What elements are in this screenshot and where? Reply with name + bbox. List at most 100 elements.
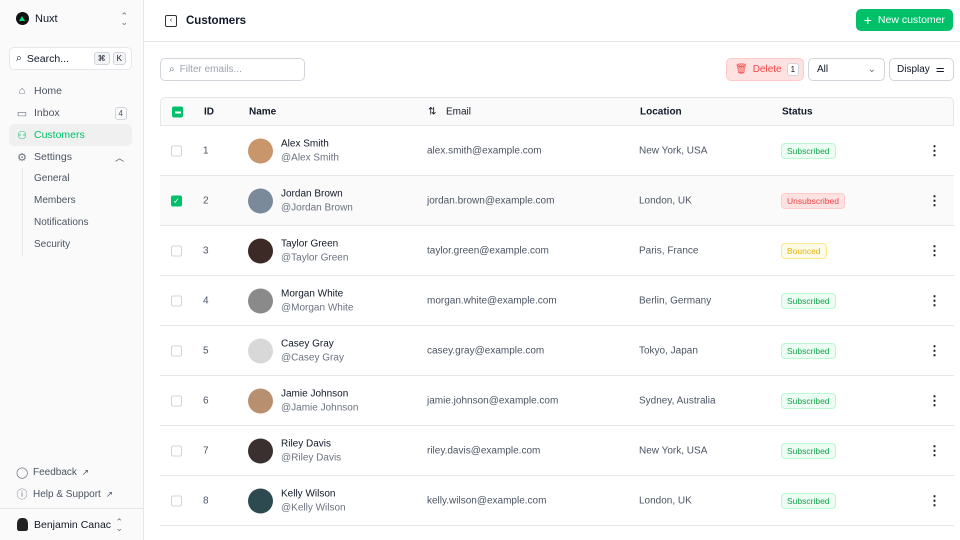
table-header: ID Name ⇅ Email Location Status: [160, 97, 954, 126]
customer-location: Sydney, Australia: [639, 395, 716, 406]
column-status[interactable]: Status: [782, 106, 813, 117]
table-row[interactable]: 5 Casey Gray @Casey Gray casey.gray@examp…: [160, 326, 954, 376]
customer-location: Berlin, Germany: [639, 295, 712, 306]
customer-email: taylor.green@example.com: [427, 245, 549, 256]
sidebar-item-notifications[interactable]: Notifications: [34, 217, 89, 228]
search-icon: ⌕: [16, 52, 22, 64]
sidebar-item-home[interactable]: ⌂ Home: [9, 80, 132, 102]
more-vertical-icon[interactable]: ⋮: [928, 442, 941, 458]
avatar: [248, 138, 273, 163]
more-vertical-icon[interactable]: ⋮: [928, 142, 941, 158]
customer-handle: @Morgan White: [281, 302, 354, 313]
new-customer-button[interactable]: + New customer: [855, 9, 953, 31]
table-row[interactable]: 4 Morgan White @Morgan White morgan.white…: [160, 276, 954, 326]
customer-id: 4: [203, 295, 209, 306]
feedback-link[interactable]: ◯ Feedback ↗: [16, 461, 113, 483]
row-checkbox[interactable]: [171, 395, 182, 406]
feedback-label: Feedback: [33, 466, 77, 478]
external-link-icon: ↗: [105, 489, 113, 499]
sort-icon[interactable]: ⇅: [428, 106, 437, 117]
sidebar-item-settings[interactable]: ⚙ Settings ︿: [9, 146, 132, 168]
sidebar-item-customers[interactable]: ⚇ Customers: [9, 124, 132, 146]
customer-name: Kelly Wilson: [281, 488, 336, 499]
customer-email: jordan.brown@example.com: [427, 195, 555, 206]
customer-email: riley.davis@example.com: [427, 445, 541, 456]
column-location[interactable]: Location: [640, 106, 682, 117]
customer-name: Taylor Green: [281, 238, 339, 249]
column-id[interactable]: ID: [204, 106, 214, 117]
status-filter-select[interactable]: All ⌄: [808, 58, 885, 81]
search-button[interactable]: ⌕ Search... ⌘ K: [9, 47, 132, 70]
row-checkbox[interactable]: [171, 145, 182, 156]
display-label: Display: [897, 64, 930, 75]
sidebar-item-label: Settings: [34, 151, 72, 163]
table-row[interactable]: 7 Riley Davis @Riley Davis riley.davis@ex…: [160, 426, 954, 476]
more-vertical-icon[interactable]: ⋮: [928, 242, 941, 258]
status-badge: Subscribed: [781, 442, 836, 459]
inbox-icon: ▭: [16, 107, 28, 120]
customer-location: Paris, France: [639, 245, 699, 256]
info-icon: ⓘ: [16, 489, 28, 501]
table-row[interactable]: 1 Alex Smith @Alex Smith alex.smith@examp…: [160, 126, 954, 176]
chevron-down-icon: ⌄: [867, 64, 876, 75]
status-badge: Subscribed: [781, 292, 836, 309]
table-row[interactable]: 8 Kelly Wilson @Kelly Wilson kelly.wilson…: [160, 476, 954, 526]
customers-table: ID Name ⇅ Email Location Status 1 Alex S…: [160, 97, 954, 526]
new-customer-label: New customer: [877, 14, 945, 26]
more-vertical-icon[interactable]: ⋮: [928, 492, 941, 508]
row-checkbox[interactable]: [171, 445, 182, 456]
customer-id: 5: [203, 345, 209, 356]
row-checkbox[interactable]: [171, 345, 182, 356]
external-link-icon: ↗: [81, 467, 89, 477]
table-row[interactable]: 3 Taylor Green @Taylor Green taylor.green…: [160, 226, 954, 276]
more-vertical-icon[interactable]: ⋮: [928, 192, 941, 208]
more-vertical-icon[interactable]: ⋮: [928, 342, 941, 358]
plus-icon: +: [863, 12, 872, 28]
table-row[interactable]: ✓ 2 Jordan Brown @Jordan Brown jordan.bro…: [160, 176, 954, 226]
customer-name: Alex Smith: [281, 138, 329, 149]
customer-email: kelly.wilson@example.com: [427, 495, 547, 506]
collapse-sidebar-icon[interactable]: ‹: [165, 14, 177, 27]
status-badge: Subscribed: [781, 392, 836, 409]
search-label: Search...: [26, 52, 69, 65]
user-name: Benjamin Canac: [34, 518, 112, 531]
chevron-up-down-icon: ⌃ ⌄: [115, 516, 123, 533]
row-checkbox[interactable]: [171, 495, 182, 506]
table-row[interactable]: 6 Jamie Johnson @Jamie Johnson jamie.john…: [160, 376, 954, 426]
customer-name: Jamie Johnson: [281, 388, 349, 399]
avatar: [248, 388, 273, 413]
team-switcher[interactable]: Nuxt ⌃ ⌄: [16, 11, 128, 26]
select-all-checkbox[interactable]: [172, 106, 183, 117]
customer-email: casey.gray@example.com: [427, 345, 545, 356]
delete-button[interactable]: 🗑 Delete 1: [726, 58, 804, 81]
sidebar-item-security[interactable]: Security: [34, 239, 71, 250]
customer-handle: @Alex Smith: [281, 152, 339, 163]
customer-location: London, UK: [639, 195, 692, 206]
row-checkbox[interactable]: [171, 295, 182, 306]
user-menu[interactable]: Benjamin Canac ⌃ ⌄: [0, 508, 143, 540]
more-vertical-icon[interactable]: ⋮: [928, 392, 941, 408]
more-vertical-icon[interactable]: ⋮: [928, 292, 941, 308]
customer-name: Riley Davis: [281, 438, 332, 449]
help-support-link[interactable]: ⓘ Help & Support ↗: [16, 483, 113, 505]
display-button[interactable]: Display ⚌: [889, 58, 954, 81]
nuxt-logo-icon: [16, 12, 29, 25]
customer-handle: @Jamie Johnson: [281, 402, 359, 413]
sidebar-item-label: Customers: [34, 129, 85, 141]
row-checkbox[interactable]: [171, 245, 182, 256]
team-name: Nuxt: [35, 12, 58, 25]
row-checkbox[interactable]: ✓: [171, 195, 182, 206]
sidebar-item-members[interactable]: Members: [34, 195, 76, 206]
filter-emails-input[interactable]: ⌕ Filter emails...: [160, 58, 305, 81]
customer-handle: @Riley Davis: [281, 452, 342, 463]
sidebar-item-inbox[interactable]: ▭ Inbox 4: [9, 102, 132, 124]
customer-id: 7: [203, 445, 209, 456]
customer-id: 3: [203, 245, 209, 256]
column-name[interactable]: Name: [249, 106, 277, 117]
column-email[interactable]: Email: [446, 106, 472, 117]
sidebar-item-general[interactable]: General: [34, 173, 70, 184]
avatar: [248, 338, 273, 363]
home-icon: ⌂: [18, 85, 26, 97]
customer-handle: @Kelly Wilson: [281, 502, 346, 513]
search-icon: ⌕: [169, 64, 175, 75]
